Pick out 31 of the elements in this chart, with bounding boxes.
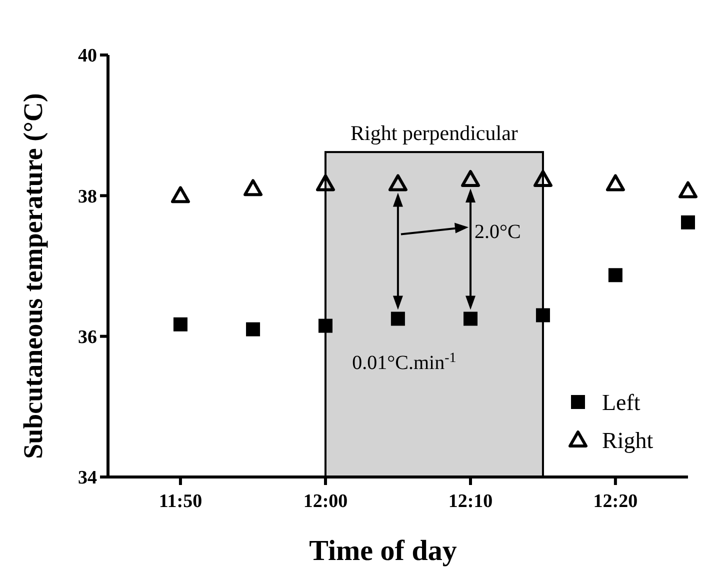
point	[536, 308, 550, 322]
x-tick-label: 11:50	[158, 491, 202, 512]
band-label: Right perpendicular	[350, 121, 518, 146]
x-axis-title: Time of day	[309, 535, 458, 567]
point	[170, 186, 190, 204]
point	[173, 317, 188, 332]
annotation: 2.0°C	[474, 221, 521, 244]
point	[608, 268, 622, 282]
point	[533, 170, 552, 187]
y-tick-label: 36	[78, 326, 97, 348]
point	[461, 170, 480, 187]
x-tick-label: 12:00	[303, 491, 348, 512]
point	[388, 174, 408, 192]
y-tick-label: 38	[78, 186, 97, 208]
y-tick-label: 34	[78, 468, 98, 489]
point	[678, 181, 698, 198]
point	[606, 174, 625, 192]
legend-label: Left	[602, 390, 641, 416]
point	[390, 312, 405, 326]
legend-label: Right	[602, 428, 654, 454]
x-tick-label: 12:20	[593, 491, 638, 512]
point	[318, 318, 332, 333]
point	[681, 215, 695, 230]
point	[246, 322, 260, 336]
y-axis-title: Subcutaneous temperature (°C)	[18, 93, 48, 459]
point	[464, 312, 478, 326]
point	[244, 179, 263, 196]
point	[316, 174, 335, 192]
annotation: 0.01°C.min$^{-1}$	[352, 350, 456, 374]
y-tick-label: 40	[78, 46, 97, 67]
x-tick-label: 12:10	[448, 491, 493, 512]
